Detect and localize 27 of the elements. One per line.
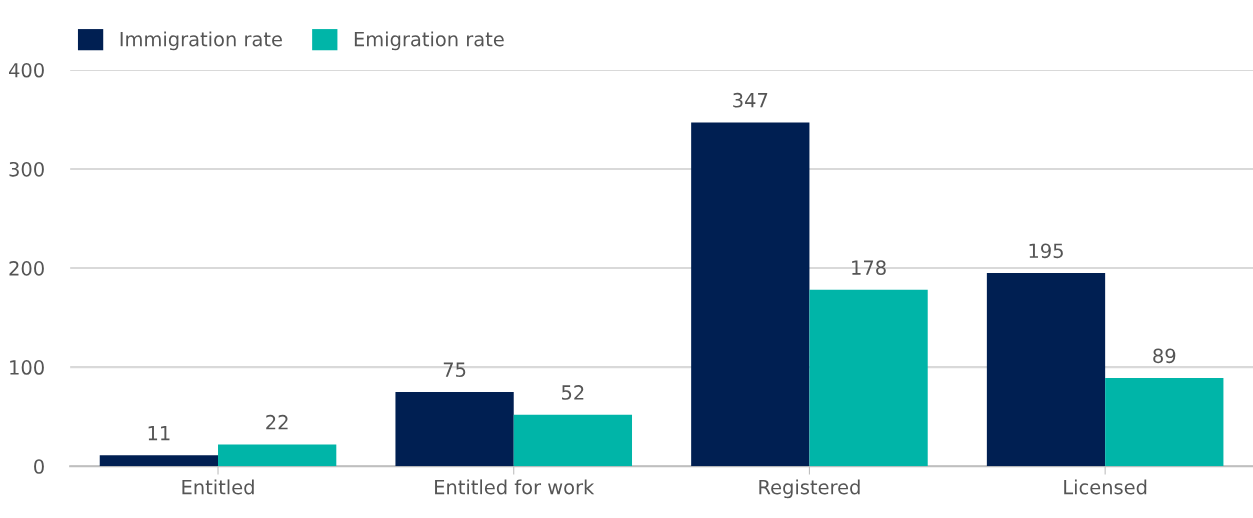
- data-label: 195: [1029, 243, 1063, 259]
- data-label: 178: [852, 260, 886, 275]
- legend-label: Emigration rate: [354, 31, 504, 51]
- bar: [1105, 378, 1224, 467]
- legend-label: Immigration rate: [120, 31, 282, 51]
- x-tick-label: Registered: [759, 479, 860, 499]
- x-tick-label: Entitled for work: [435, 479, 595, 495]
- x-tick-label: Entitled: [182, 479, 254, 495]
- bar: [395, 391, 514, 467]
- data-label: 52: [562, 385, 584, 400]
- y-tick-label: 100: [10, 360, 44, 375]
- y-tick-label: 400: [9, 62, 44, 78]
- data-label: 22: [266, 414, 288, 430]
- bar: [691, 122, 810, 467]
- bar: [809, 289, 928, 467]
- y-tick-label: 300: [9, 161, 44, 177]
- y-tick-label: 200: [9, 261, 44, 276]
- y-tick-label: 0: [34, 459, 44, 474]
- data-label: 11: [148, 425, 170, 441]
- data-label: 347: [733, 92, 768, 108]
- data-label: 75: [443, 362, 466, 378]
- bar: [218, 444, 337, 467]
- bar: [99, 455, 219, 467]
- bar: [513, 414, 633, 467]
- data-label: 89: [1153, 348, 1176, 364]
- x-tick-label: Licensed: [1064, 479, 1147, 495]
- bar: [986, 273, 1106, 467]
